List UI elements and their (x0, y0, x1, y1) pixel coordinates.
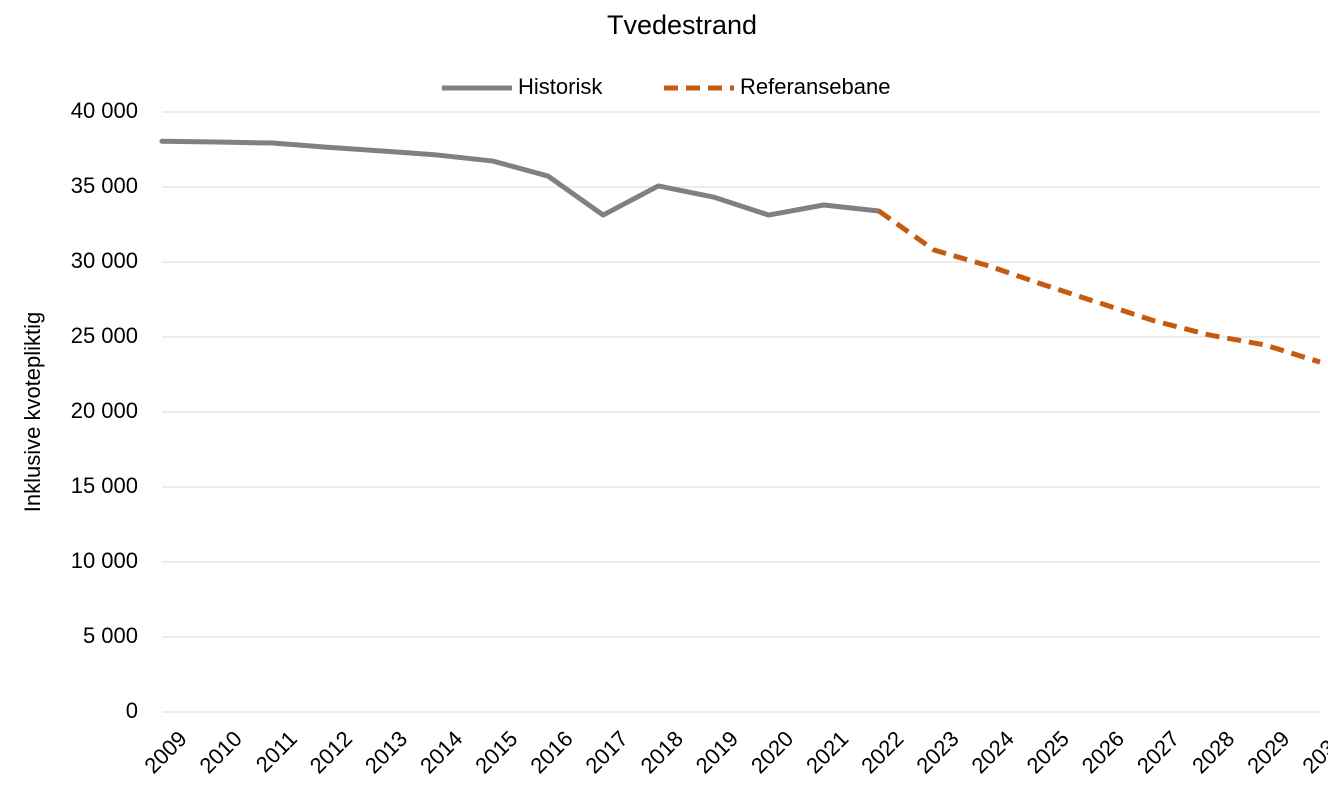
x-tick-label: 2024 (966, 726, 1018, 778)
x-tick-label: 2020 (746, 726, 798, 778)
x-tick-label: 2016 (525, 726, 577, 778)
legend-label: Referansebane (740, 74, 890, 99)
y-tick-label: 35 000 (71, 173, 138, 198)
x-tick-label: 2022 (856, 726, 908, 778)
x-tick-label: 2021 (801, 726, 853, 778)
x-tick-label: 2014 (415, 726, 467, 778)
y-tick-label: 15 000 (71, 473, 138, 498)
x-tick-label: 2027 (1132, 726, 1184, 778)
y-tick-label: 30 000 (71, 248, 138, 273)
x-tick-label: 2029 (1242, 726, 1294, 778)
y-tick-label: 25 000 (71, 323, 138, 348)
y-axis-label: Inklusive kvotepliktig (20, 312, 45, 513)
x-tick-label: 2023 (911, 726, 963, 778)
x-tick-label: 2012 (305, 726, 357, 778)
chart-title: Tvedestrand (607, 10, 757, 40)
legend-label: Historisk (518, 74, 603, 99)
x-tick-label: 2013 (360, 726, 412, 778)
x-tick-label: 2017 (580, 726, 632, 778)
y-tick-label: 20 000 (71, 398, 138, 423)
x-tick-label: 2015 (470, 726, 522, 778)
y-tick-label: 0 (126, 698, 138, 723)
x-tick-label: 2009 (139, 726, 191, 778)
x-tick-label: 2028 (1187, 726, 1239, 778)
y-tick-label: 10 000 (71, 548, 138, 573)
x-tick-label: 2010 (194, 726, 246, 778)
x-tick-label: 2019 (691, 726, 743, 778)
x-tick-label: 2030 (1297, 726, 1328, 778)
y-tick-label: 40 000 (71, 98, 138, 123)
x-tick-label: 2018 (636, 726, 688, 778)
x-tick-label: 2011 (251, 726, 302, 777)
x-tick-label: 2025 (1022, 726, 1074, 778)
y-tick-label: 5 000 (83, 623, 138, 648)
series-line (159, 138, 882, 218)
x-tick-label: 2026 (1077, 726, 1129, 778)
series-line (877, 208, 1321, 365)
